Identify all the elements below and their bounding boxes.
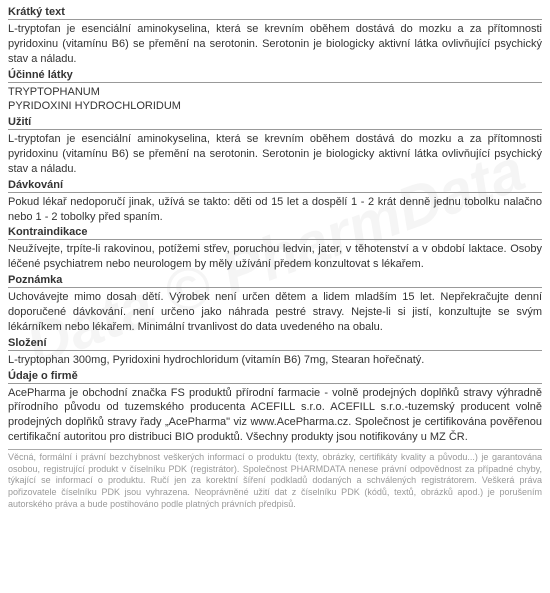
text-poznamka: Uchovávejte mimo dosah dětí. Výrobek nen… [8,290,542,335]
heading-kratky-text: Krátký text [8,6,542,20]
heading-ucinne-latky: Účinné látky [8,69,542,83]
section-kontraindikace: Kontraindikace Neužívejte, trpíte-li rak… [8,226,542,272]
heading-uziti: Užití [8,116,542,130]
text-davkovani: Pokud lékař nedoporučí jinak, užívá se t… [8,195,542,225]
section-davkovani: Dávkování Pokud lékař nedoporučí jinak, … [8,179,542,225]
heading-kontraindikace: Kontraindikace [8,226,542,240]
text-ucinne-latky: TRYPTOPHANUM PYRIDOXINI HYDROCHLORIDUM [8,85,542,115]
section-poznamka: Poznámka Uchovávejte mimo dosah dětí. Vý… [8,274,542,335]
content-container: Krátký text L-tryptofan je esenciální am… [8,6,542,510]
text-kratky-text: L-tryptofan je esenciální aminokyselina,… [8,22,542,67]
section-ucinne-latky: Účinné látky TRYPTOPHANUM PYRIDOXINI HYD… [8,69,542,115]
text-kontraindikace: Neužívejte, trpíte-li rakovinou, potížem… [8,242,542,272]
heading-poznamka: Poznámka [8,274,542,288]
section-kratky-text: Krátký text L-tryptofan je esenciální am… [8,6,542,67]
heading-slozeni: Složení [8,337,542,351]
section-slozeni: Složení L-tryptophan 300mg, Pyridoxini h… [8,337,542,368]
heading-davkovani: Dávkování [8,179,542,193]
section-uziti: Užití L-tryptofan je esenciální aminokys… [8,116,542,177]
text-uziti: L-tryptofan je esenciální aminokyselina,… [8,132,542,177]
text-udaje-o-firme: AcePharma je obchodní značka FS produktů… [8,386,542,445]
heading-udaje-o-firme: Údaje o firmě [8,370,542,384]
section-udaje-o-firme: Údaje o firmě AcePharma je obchodní znač… [8,370,542,445]
text-slozeni: L-tryptophan 300mg, Pyridoxini hydrochlo… [8,353,542,368]
disclaimer-text: Věcná, formální i právní bezchybnost veš… [8,449,542,510]
